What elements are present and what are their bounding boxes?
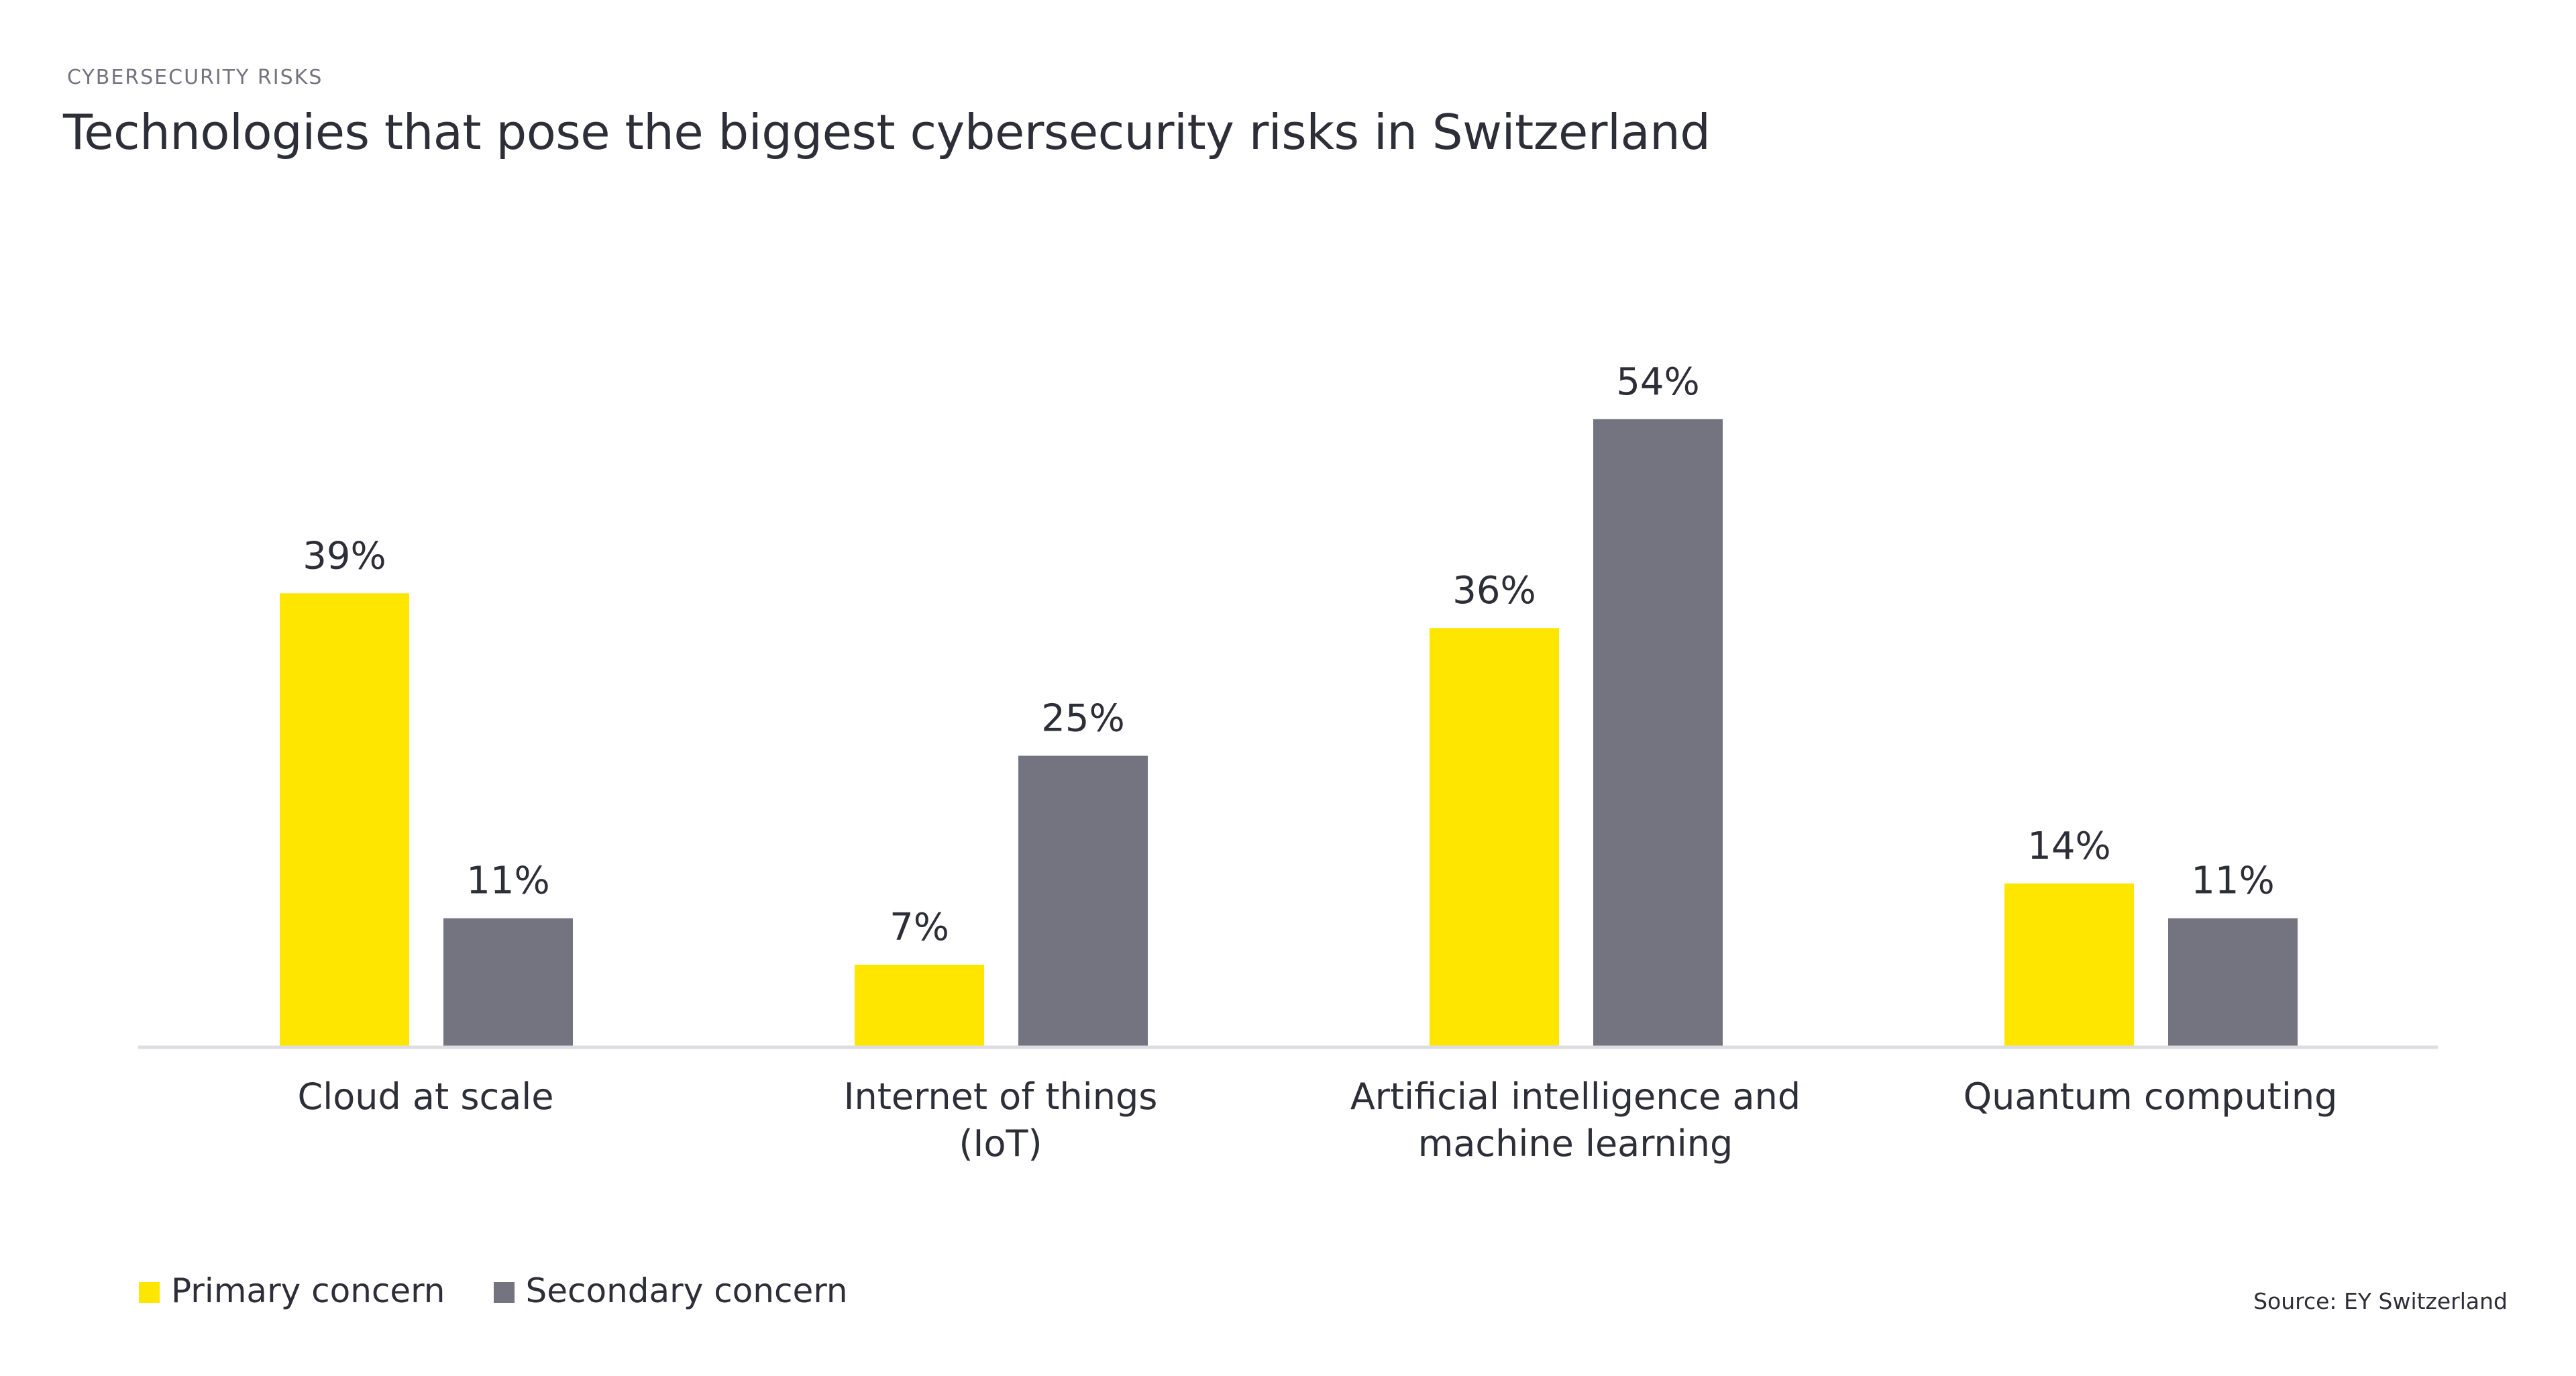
legend-label-primary: Primary concern: [171, 1271, 445, 1310]
value-label-primary-2: 36%: [1452, 569, 1536, 613]
value-label-secondary-1: 25%: [1041, 697, 1124, 741]
category-label-line: Artificial intelligence and: [1350, 1075, 1801, 1118]
value-label-primary-1: 7%: [890, 906, 949, 949]
value-label-secondary-3: 11%: [2191, 859, 2274, 903]
category-label-2: Artificial intelligence and machine learn…: [1350, 1075, 1801, 1165]
chart-title: Technologies that pose the biggest cyber…: [63, 104, 1711, 160]
value-label-secondary-0: 11%: [466, 859, 549, 903]
legend-swatch-primary: [139, 1281, 160, 1303]
category-labels-layer: Cloud at scale Internet of things (IoT) Art…: [298, 1075, 2338, 1165]
bar-secondary-3: [2168, 918, 2298, 1046]
category-label-line: Internet of things: [844, 1075, 1158, 1118]
bar-primary-2: [1430, 628, 1559, 1046]
legend-swatch-secondary: [493, 1281, 515, 1303]
category-label-line: Quantum computing: [1964, 1075, 2338, 1118]
category-label-line: (IoT): [959, 1122, 1042, 1165]
bar-secondary-2: [1593, 419, 1723, 1046]
bar-primary-3: [2004, 883, 2134, 1046]
bars-layer: [280, 419, 2298, 1046]
bar-primary-0: [280, 593, 409, 1046]
legend: Primary concern Secondary concern: [139, 1269, 896, 1312]
source-note: Source: EY Switzerland: [2253, 1288, 2508, 1314]
bar-primary-1: [855, 964, 984, 1046]
legend-item-primary: Primary concern: [139, 1269, 445, 1312]
category-label-1: Internet of things (IoT): [844, 1075, 1158, 1165]
value-label-secondary-2: 54%: [1616, 360, 1699, 404]
category-label-3: Quantum computing: [1964, 1075, 2338, 1118]
bar-secondary-1: [1018, 755, 1148, 1046]
category-label-line: machine learning: [1418, 1122, 1733, 1165]
chart-eyebrow-label: CYBERSECURITY RISKS: [67, 66, 323, 89]
legend-item-secondary: Secondary concern: [493, 1269, 848, 1312]
legend-label-secondary: Secondary concern: [525, 1271, 848, 1310]
category-label-0: Cloud at scale: [298, 1075, 554, 1118]
category-label-line: Cloud at scale: [298, 1075, 554, 1118]
value-label-primary-3: 14%: [2027, 825, 2110, 868]
bar-secondary-0: [443, 918, 573, 1046]
value-label-primary-0: 39%: [303, 534, 386, 578]
value-labels-layer: 39% 7% 36% 14% 11% 25% 54% 11%: [303, 360, 2274, 949]
